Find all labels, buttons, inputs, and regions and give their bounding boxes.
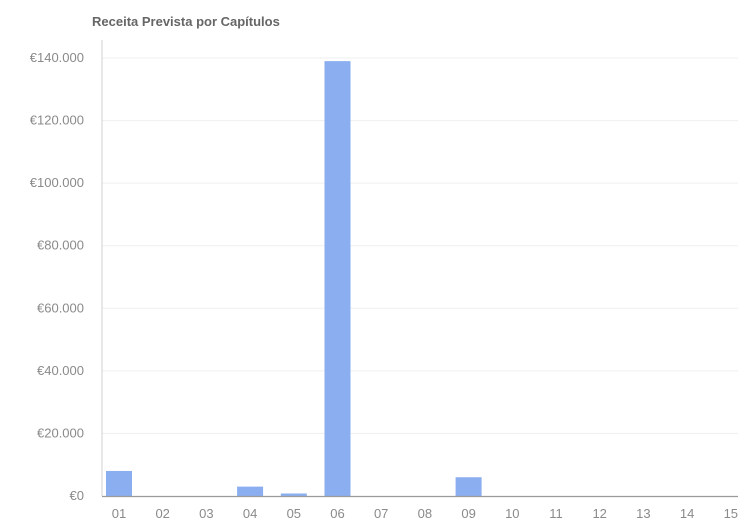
bar-06[interactable] <box>324 61 351 496</box>
x-tick-label: 05 <box>287 506 301 521</box>
x-tick-label: 04 <box>243 506 257 521</box>
y-tick-label: €0 <box>70 488 84 503</box>
bar-05[interactable] <box>280 493 307 496</box>
y-axis-labels: €0 €20.000 €40.000 €60.000 €80.000 €100.000 €1… <box>30 50 84 503</box>
y-tick-label: €60.000 <box>37 300 84 315</box>
y-tick-label: €20.000 <box>37 425 84 440</box>
x-tick-label: 09 <box>461 506 475 521</box>
x-tick-label: 15 <box>724 506 738 521</box>
y-tick-label: €80.000 <box>37 238 84 253</box>
bar-09[interactable] <box>455 477 482 496</box>
y-tick-label: €120.000 <box>30 113 84 128</box>
y-tick-label: €100.000 <box>30 175 84 190</box>
x-tick-label: 10 <box>505 506 519 521</box>
x-axis-labels: 01 02 03 04 05 06 07 08 09 10 11 12 13 14 15 <box>112 506 738 521</box>
y-tick-label: €40.000 <box>37 363 84 378</box>
x-tick-label: 07 <box>374 506 388 521</box>
x-tick-label: 12 <box>592 506 606 521</box>
x-tick-label: 11 <box>549 506 563 521</box>
chart-title: Receita Prevista por Capítulos <box>92 14 280 29</box>
bar-01[interactable] <box>106 470 132 496</box>
x-tick-label: 08 <box>418 506 432 521</box>
axes <box>101 40 738 498</box>
x-tick-label: 01 <box>112 506 126 521</box>
gridlines <box>102 57 738 434</box>
x-tick-label: 14 <box>680 506 694 521</box>
x-tick-label: 13 <box>636 506 650 521</box>
x-tick-label: 06 <box>330 506 344 521</box>
bars <box>106 61 482 496</box>
bar-04[interactable] <box>237 486 264 496</box>
x-tick-label: 03 <box>199 506 213 521</box>
y-tick-label: €140.000 <box>30 50 84 65</box>
x-tick-label: 02 <box>155 506 169 521</box>
